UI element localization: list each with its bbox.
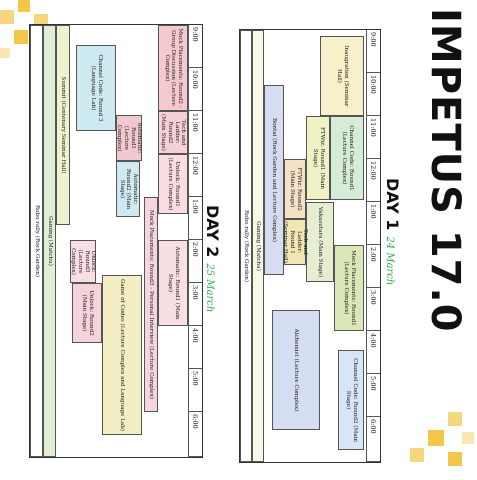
time-slot: 3:00 xyxy=(366,288,380,331)
event-bontai: Bontai (Rock Garden and Lecture Complex) xyxy=(264,85,284,275)
corner-decoration-bottom-right xyxy=(400,400,477,480)
time-slot: 12:00 xyxy=(188,154,202,197)
event-mock-placements-r1: Mock Placements: Round1 (Lecture Complex… xyxy=(334,245,364,331)
event-robo-rally-day2: Robo rally (Rock Garden) xyxy=(30,25,43,457)
day1-heading: DAY 1 24 March xyxy=(383,178,402,285)
time-slot: 4:00 xyxy=(366,331,380,374)
time-slot: 2:00 xyxy=(366,245,380,288)
event-channel-code-r2: Channel Code: Round2 (Main Stage) xyxy=(338,350,364,450)
event-unlock-r3: Unlock: Round3 (Lecture Complex) xyxy=(70,240,96,283)
day1-label: DAY 1 xyxy=(383,178,402,231)
time-slot: 3:00 xyxy=(188,283,202,326)
time-slot: 11:00 xyxy=(188,111,202,154)
time-slot: 4:00 xyxy=(188,326,202,369)
event-automatic-r1-lc: Automatic: Round1 (Lecture Complex) xyxy=(116,115,142,161)
event-robo-rally-day1: Robo rally (Rock Garden) xyxy=(240,30,252,462)
time-slot: 5:00 xyxy=(366,374,380,417)
day2-label: DAY 2 xyxy=(203,205,222,258)
time-slot: 10:00 xyxy=(366,73,380,116)
event-ftwiz-r2: FTWiz: Round2 (Main Stage) xyxy=(284,159,306,219)
event-unlock-r1: Unlock: Round1 (Lecture Complex) xyxy=(158,154,188,214)
event-title: IMPETUS 17.0 xyxy=(422,8,468,333)
day1-date: 24 March xyxy=(384,236,395,286)
time-slot: 10:00 xyxy=(188,68,202,111)
event-ftwiz-r1: FTWiz: Round1 (Main Stage) xyxy=(306,116,330,200)
time-slot: 6:00 xyxy=(188,412,202,457)
time-slot: 2:00 xyxy=(188,240,202,283)
event-tech-ladder-r2: Tech and Ladder: Round2 (Main Stage) xyxy=(158,111,188,154)
day2-schedule: 9:00 10:00 11:00 12:00 1:00 2:00 3:00 4:… xyxy=(30,25,202,457)
event-mock-placements-r3: Mock Placements: Round3 - Personal Inter… xyxy=(144,197,158,412)
event-alchemist: Alchemist (Lecture Complex) xyxy=(272,310,320,430)
event-summit: Summit (Centenary Seminar Hall) xyxy=(56,25,70,225)
corner-decoration-top-left xyxy=(0,0,70,70)
event-tech-ladder-r1: Tech and Ladder: Round 1 (Seminar Hall) xyxy=(282,219,308,265)
event-automatic-r1-main: Automatic: Round1 (Main Stage) xyxy=(158,240,188,326)
time-slot: 9:00 xyxy=(188,25,202,68)
event-game-of-codes: Game of Codes (Lecture Complex and Langu… xyxy=(102,275,142,435)
event-inauguration: Inaugration (Seminar Hall) xyxy=(320,36,364,116)
event-channel-code-r3: Channel Code: Round 3 (Language Lab) xyxy=(76,45,116,131)
day1-schedule: 9:00 10:00 11:00 12:00 1:00 2:00 3:00 4:… xyxy=(240,30,380,462)
time-slot: 1:00 xyxy=(366,202,380,245)
event-gaming-day1: Gaming (Matchu) xyxy=(252,30,264,462)
time-slot: 6:00 xyxy=(366,417,380,462)
time-slot: 9:00 xyxy=(366,30,380,73)
day2-heading: DAY 2 25 March xyxy=(203,205,222,312)
time-slot: 12:00 xyxy=(366,159,380,202)
event-gaming-day2: Gaming (Matchu) xyxy=(43,25,56,457)
event-automatic-r2: Automatic: Round2 (Main Stage) xyxy=(116,161,140,217)
event-vakasutara: Vakasutara (Main Stage) xyxy=(306,202,334,282)
event-mock-placements-r2: Mock Placements: Round2 - Group Discussi… xyxy=(158,25,188,111)
time-slot: 1:00 xyxy=(188,197,202,240)
time-slot: 5:00 xyxy=(188,369,202,412)
event-unlock-r2: Unlock: Round2 (Main Stage) xyxy=(72,283,102,343)
time-slot: 11:00 xyxy=(366,116,380,159)
day2-date: 25 March xyxy=(204,263,215,313)
event-channel-code-r1: Channel Code: Round1 (Lecture Complex) xyxy=(330,116,364,200)
